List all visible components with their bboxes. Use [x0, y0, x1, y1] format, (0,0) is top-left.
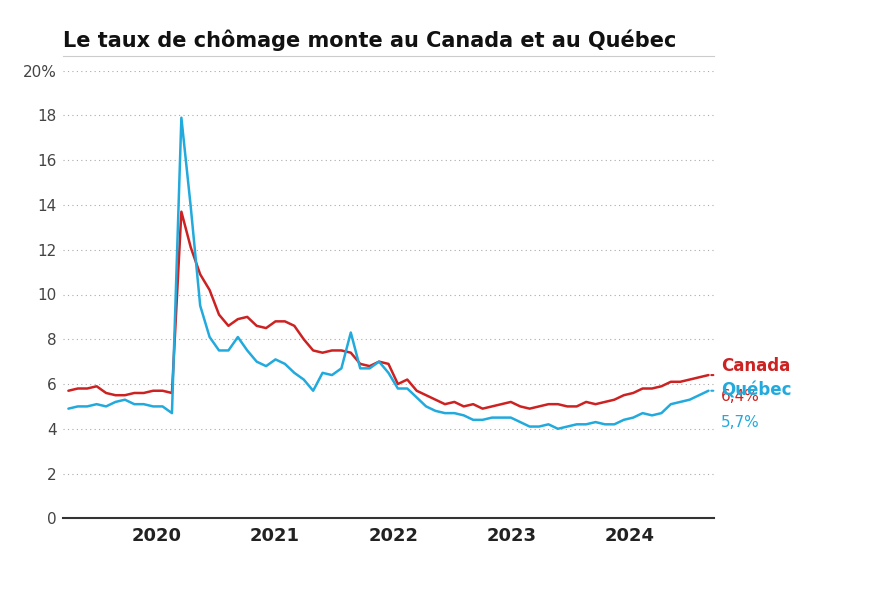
Text: 5,7%: 5,7%: [721, 415, 760, 431]
Text: Québec: Québec: [721, 382, 791, 400]
Text: 6,4%: 6,4%: [721, 389, 760, 403]
Text: Canada: Canada: [721, 357, 790, 375]
Text: Le taux de chômage monte au Canada et au Québec: Le taux de chômage monte au Canada et au…: [63, 29, 676, 51]
